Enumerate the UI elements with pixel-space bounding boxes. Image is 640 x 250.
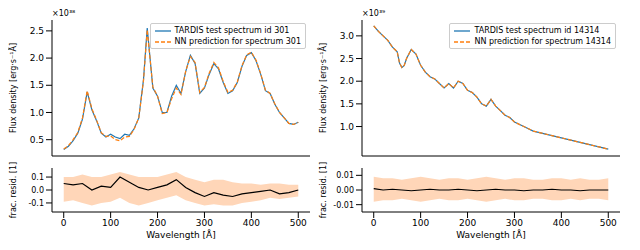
svg-text:1.0: 1.0 [30, 108, 45, 118]
svg-text:0.00: 0.00 [336, 186, 354, 195]
html-text:×10³⁹: ×10³⁹ [362, 9, 386, 18]
svg-text:0: 0 [61, 218, 67, 228]
svg-text:200: 200 [149, 218, 166, 228]
svg-text:500: 500 [290, 218, 307, 228]
svg-text:300: 300 [506, 218, 523, 228]
svg-text:0.1: 0.1 [31, 173, 44, 182]
svg-text:500: 500 [600, 218, 617, 228]
svg-text:1.0: 1.0 [340, 122, 355, 132]
svg-text:-0.01: -0.01 [333, 201, 354, 210]
html-text:TARDIS test spectrum id 14314: TARDIS test spectrum id 14314 [474, 26, 600, 35]
svg-text:1.5: 1.5 [30, 80, 44, 90]
html-text:×10³⁸: ×10³⁸ [52, 9, 76, 18]
svg-text:2.5: 2.5 [30, 26, 44, 36]
svg-text:1.5: 1.5 [340, 99, 354, 109]
html-text:Flux density [erg·s⁻¹Å]: Flux density [erg·s⁻¹Å] [319, 43, 328, 133]
svg-text:0.5: 0.5 [30, 135, 44, 145]
svg-text:Wavelength [Å]: Wavelength [Å] [456, 229, 525, 240]
html-text:frac. resid. [1]: frac. resid. [1] [319, 161, 328, 219]
html-text:Flux density [erg·s⁻¹Å]: Flux density [erg·s⁻¹Å] [9, 43, 18, 133]
svg-text:2.5: 2.5 [340, 54, 354, 64]
svg-text:0.01: 0.01 [336, 171, 354, 180]
html-text:frac. resid. [1]: frac. resid. [1] [9, 161, 18, 219]
html-text:TARDIS test spectrum id 301: TARDIS test spectrum id 301 [174, 26, 290, 35]
svg-text:0.0: 0.0 [31, 186, 44, 195]
html-text:NN prediction for spectrum 143: NN prediction for spectrum 14314 [474, 37, 611, 46]
svg-text:200: 200 [459, 218, 476, 228]
svg-text:100: 100 [102, 218, 119, 228]
svg-text:300: 300 [196, 218, 213, 228]
svg-text:3.0: 3.0 [340, 31, 355, 41]
svg-text:0: 0 [371, 218, 377, 228]
svg-text:2.0: 2.0 [30, 53, 45, 63]
svg-text:-0.1: -0.1 [28, 199, 44, 208]
svg-text:400: 400 [553, 218, 570, 228]
svg-text:Wavelength [Å]: Wavelength [Å] [146, 229, 215, 240]
svg-text:100: 100 [412, 218, 429, 228]
svg-text:2.0: 2.0 [340, 76, 355, 86]
html-text:NN prediction for spectrum 301: NN prediction for spectrum 301 [174, 37, 301, 46]
svg-text:400: 400 [243, 218, 260, 228]
